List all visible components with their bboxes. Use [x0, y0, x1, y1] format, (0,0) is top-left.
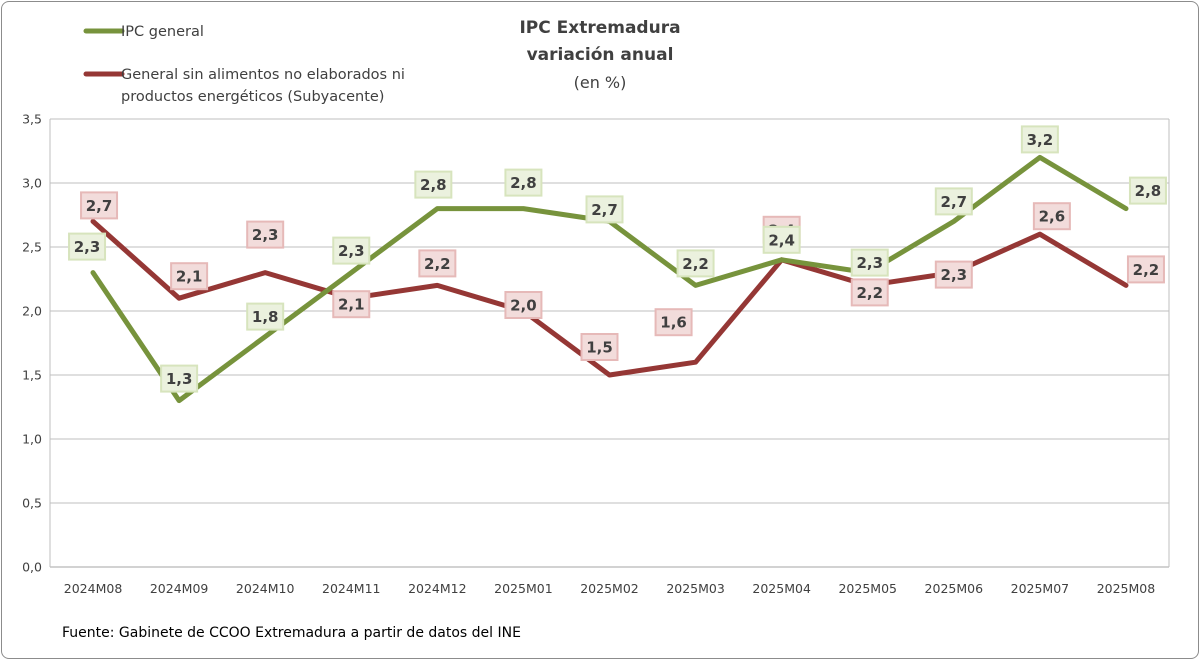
x-tick-label: 2025M06 [925, 581, 984, 596]
data-label-ipc-general: 1,3 [166, 370, 193, 388]
data-label-subyacente: 2,7 [86, 197, 113, 215]
x-tick-label: 2025M04 [752, 581, 811, 596]
y-tick-label: 0,5 [22, 496, 42, 511]
data-label-subyacente: 2,3 [252, 226, 279, 244]
x-tick-label: 2025M01 [494, 581, 553, 596]
x-axis-ticks: 2024M08 2024M09 2024M10 2024M11 2024M12 2025M… [64, 581, 1155, 596]
data-label-box-subyacente [1126, 255, 1165, 284]
y-tick-label: 2,5 [22, 240, 42, 255]
data-label-box-ipc-general [1020, 125, 1059, 154]
x-tick-label: 2024M09 [150, 581, 209, 596]
data-label-box-ipc-general [1128, 176, 1167, 205]
y-tick-label: 0,0 [22, 560, 42, 575]
data-label-box-subyacente [580, 333, 619, 361]
legend-label-ipc-general: IPC general [121, 24, 204, 40]
data-label-box-ipc-general [762, 225, 801, 254]
data-label-subyacente: 1,5 [586, 339, 613, 357]
data-label-subyacente: 1,6 [660, 314, 687, 332]
chart-title: IPC Extremadura [519, 18, 680, 38]
data-label-subyacente: 2,2 [1133, 261, 1160, 279]
y-tick-label: 3,5 [22, 112, 42, 127]
x-tick-label: 2024M08 [64, 581, 123, 596]
data-label-subyacente: 2,0 [510, 297, 537, 315]
data-label-ipc-general: 2,8 [1135, 182, 1162, 200]
x-tick-label: 2025M03 [666, 581, 725, 596]
y-tick-label: 2,0 [22, 304, 42, 319]
data-label-ipc-general: 2,3 [856, 254, 883, 272]
data-label-box-ipc-general [585, 195, 624, 224]
data-label-subyacente: 2,1 [176, 268, 203, 286]
y-tick-label: 1,5 [22, 368, 42, 383]
y-axis-ticks: 0,0 0,5 1,0 1,5 2,0 2,5 3,0 3,5 [22, 112, 42, 575]
data-label-box-ipc-general [676, 249, 715, 278]
data-label-ipc-general: 2,3 [338, 242, 365, 260]
data-label-subyacente: 2,2 [424, 255, 451, 273]
data-label-box-ipc-general [246, 302, 285, 331]
data-label-box-subyacente [504, 291, 543, 319]
data-label-box-subyacente [1032, 202, 1071, 231]
source-note: Fuente: Gabinete de CCOO Extremadura a p… [62, 625, 521, 641]
x-tick-label: 2025M05 [838, 581, 897, 596]
chart-title-line2: variación anual [527, 45, 674, 65]
data-label-subyacente: 2,3 [941, 266, 968, 284]
data-label-ipc-general: 2,3 [74, 238, 101, 256]
data-label-ipc-general: 2,4 [768, 231, 795, 249]
data-label-box-subyacente [418, 249, 457, 278]
data-label-ipc-general: 3,2 [1027, 131, 1054, 149]
x-tick-label: 2024M11 [322, 581, 381, 596]
data-label-ipc-general: 2,7 [591, 201, 618, 219]
data-label-ipc-general: 2,8 [420, 176, 447, 194]
data-label-box-ipc-general [68, 232, 107, 261]
data-label-box-subyacente [332, 290, 371, 319]
legend-label-subyacente-line2: productos energéticos (Subyacente) [121, 89, 384, 105]
data-label-box-subyacente [246, 220, 285, 249]
data-labels: 2,7 2,1 2,3 2,1 2,2 2,0 1,5 1,6 2,4 2,2 2,3 2,6 2,2 2… [68, 125, 1167, 393]
data-label-subyacente: 2,1 [338, 296, 365, 314]
data-label-box-subyacente [80, 191, 119, 220]
data-label-box-ipc-general [850, 248, 889, 277]
data-label-box-subyacente [654, 308, 693, 337]
data-label-box-subyacente [934, 260, 973, 289]
data-label-ipc-general: 2,2 [682, 255, 709, 273]
data-label-box-subyacente [850, 278, 889, 307]
data-label-ipc-general: 1,8 [252, 308, 279, 326]
y-tick-label: 3,0 [22, 176, 42, 191]
y-tick-label: 1,0 [22, 432, 42, 447]
data-label-subyacente: 2,6 [1039, 208, 1066, 226]
x-tick-label: 2025M07 [1011, 581, 1070, 596]
data-label-ipc-general: 2,8 [510, 174, 537, 192]
data-label-box-subyacente [170, 262, 209, 291]
data-label-subyacente: 2,2 [856, 284, 883, 302]
legend-label-subyacente-line1: General sin alimentos no elaborados ni [121, 67, 405, 83]
x-tick-label: 2024M12 [408, 581, 467, 596]
data-label-box-ipc-general [414, 170, 453, 199]
legend: IPC general General sin alimentos no ela… [83, 24, 405, 105]
data-label-ipc-general: 2,7 [941, 193, 968, 211]
data-label-box-ipc-general [160, 364, 199, 393]
data-label-box-ipc-general [934, 187, 973, 216]
chart-subtitle: (en %) [574, 73, 627, 92]
data-label-box-ipc-general [332, 236, 371, 265]
x-tick-label: 2024M10 [236, 581, 295, 596]
data-label-box-ipc-general [504, 168, 543, 197]
x-tick-label: 2025M08 [1097, 581, 1156, 596]
x-tick-label: 2025M02 [580, 581, 639, 596]
